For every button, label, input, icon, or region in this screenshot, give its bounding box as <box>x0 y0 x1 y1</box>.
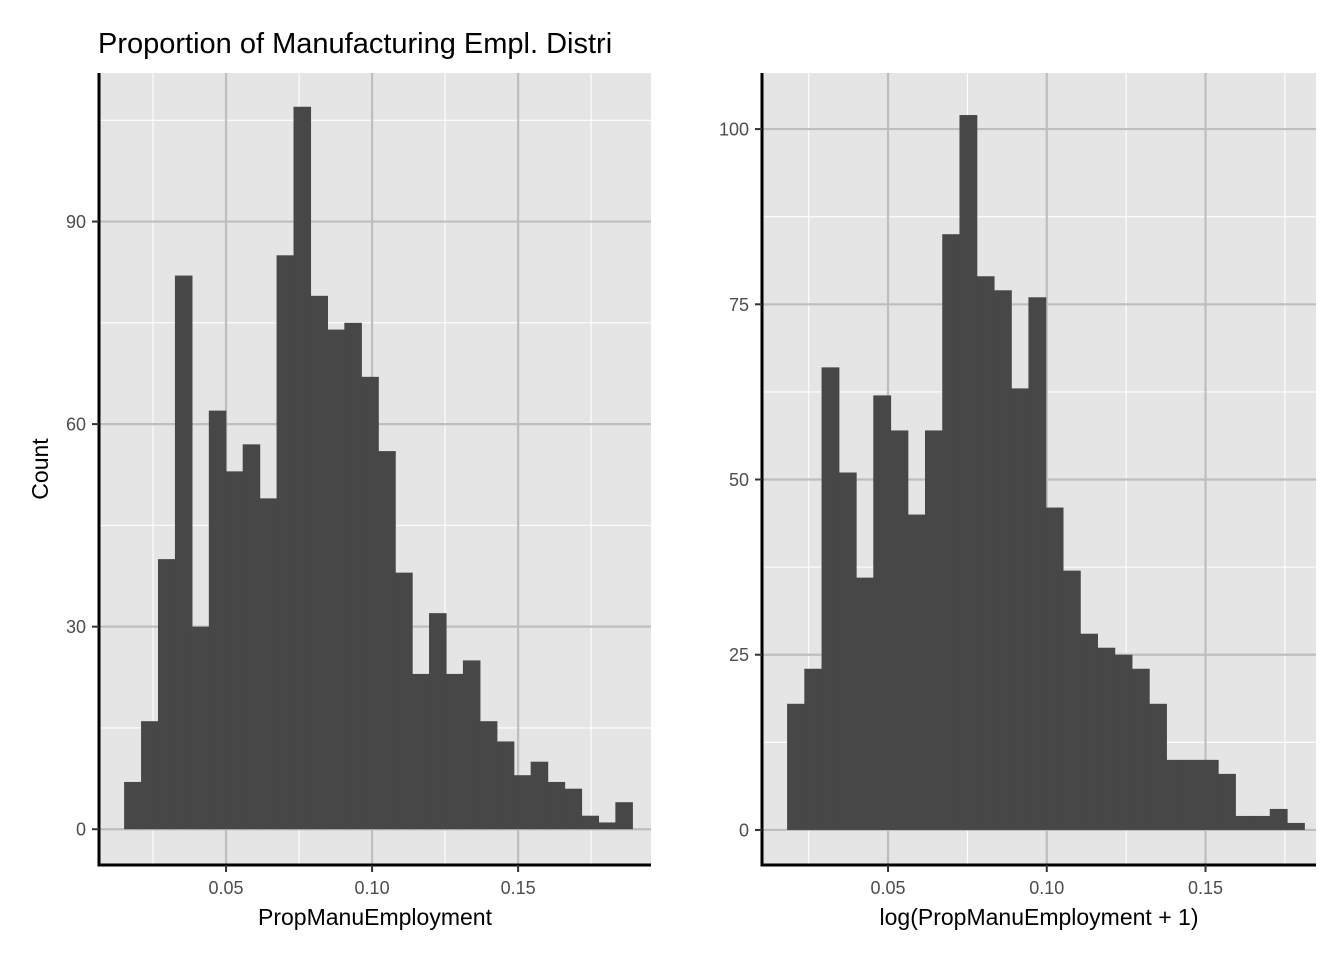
histogram-bar <box>1080 633 1098 830</box>
histogram-bar <box>259 498 278 830</box>
histogram-bar <box>479 721 498 830</box>
histogram-bar <box>141 721 159 830</box>
histogram-bar <box>395 572 413 830</box>
histogram-bar <box>1045 507 1064 830</box>
histogram-bar <box>993 290 1012 830</box>
y-tick-label: 30 <box>66 617 86 637</box>
x-axis-title: log(PropManuEmployment + 1) <box>880 904 1199 930</box>
histogram-bar <box>856 577 874 830</box>
histogram-bar <box>412 673 430 830</box>
histogram-bar <box>191 626 210 830</box>
panel-2: 0.05 0.10 0.15 0 25 50 75 100 log(PropManuEmploy… <box>719 73 1316 930</box>
histogram-bar <box>615 802 633 830</box>
x-tick-label: 0.10 <box>1029 878 1064 898</box>
x-tick-label: 0.05 <box>871 878 906 898</box>
panel-1: 0.05 0.10 0.15 0 30 60 90 PropManuEmployment Cou… <box>27 73 651 930</box>
histogram-bar <box>1183 759 1202 830</box>
histogram-bar <box>429 613 447 830</box>
histogram-bar <box>276 255 295 830</box>
y-tick-label: 0 <box>739 820 749 840</box>
histogram-bar <box>787 703 805 830</box>
y-tick-label: 25 <box>729 645 749 665</box>
histogram-bar <box>838 472 857 830</box>
histogram-bar <box>564 788 583 830</box>
histogram-bar <box>293 106 312 830</box>
histogram-bar <box>1269 808 1288 830</box>
histogram-bar <box>225 471 244 830</box>
histogram-bar <box>976 276 995 830</box>
y-tick-label: 75 <box>729 295 749 315</box>
histogram-bar <box>242 444 261 830</box>
histogram-bar <box>344 322 362 830</box>
histogram-bar <box>942 234 961 830</box>
histogram-bar <box>1114 654 1133 830</box>
histogram-bar <box>598 822 616 830</box>
y-tick-label: 60 <box>66 415 86 435</box>
histogram-bar <box>1287 822 1305 830</box>
histogram-bar <box>924 430 943 830</box>
histogram-bar <box>124 781 142 830</box>
histogram-bar <box>530 761 549 830</box>
histogram-bar <box>1131 668 1150 830</box>
histogram-bar <box>445 673 464 830</box>
x-tick-label: 0.05 <box>209 878 244 898</box>
histogram-bar <box>157 559 176 830</box>
histogram-bar <box>378 451 396 830</box>
x-tick-label: 0.15 <box>1188 878 1223 898</box>
histogram-bar <box>907 514 926 830</box>
histogram-bar <box>174 275 193 830</box>
y-tick-label: 50 <box>729 470 749 490</box>
histogram-bar <box>1062 570 1081 830</box>
histogram-bar <box>581 815 600 830</box>
histogram-bar <box>361 376 379 830</box>
histogram-bar <box>327 329 345 830</box>
y-axis-title: Count <box>27 438 53 500</box>
histogram-bar <box>1252 815 1271 830</box>
histogram-bar <box>462 660 481 830</box>
histogram-bar <box>1011 388 1030 830</box>
histogram-bar <box>821 367 840 830</box>
histogram-bar <box>1149 703 1167 830</box>
histogram-bar <box>804 668 823 830</box>
histogram-bar <box>547 781 566 830</box>
histogram-bar <box>496 741 515 830</box>
histogram-bar <box>1218 773 1236 830</box>
histogram-bar <box>208 410 227 830</box>
histogram-bar <box>890 430 909 830</box>
histogram-bar <box>873 395 892 830</box>
histogram-bar <box>513 775 532 830</box>
x-tick-label: 0.10 <box>355 878 390 898</box>
histogram-bar <box>1200 759 1219 830</box>
histogram-bar <box>1166 759 1185 830</box>
x-axis-title: PropManuEmployment <box>258 904 493 930</box>
y-tick-label: 90 <box>66 212 86 232</box>
y-tick-label: 100 <box>719 120 749 140</box>
x-tick-label: 0.15 <box>501 878 536 898</box>
histogram-bar <box>1028 297 1047 830</box>
histogram-bar <box>310 295 328 830</box>
histogram-bar <box>1235 815 1254 830</box>
histogram-bar <box>959 115 978 830</box>
y-tick-label: 0 <box>76 820 86 840</box>
chart-title: Proportion of Manufacturing Empl. Distri <box>98 28 612 60</box>
histogram-bar <box>1097 647 1116 830</box>
